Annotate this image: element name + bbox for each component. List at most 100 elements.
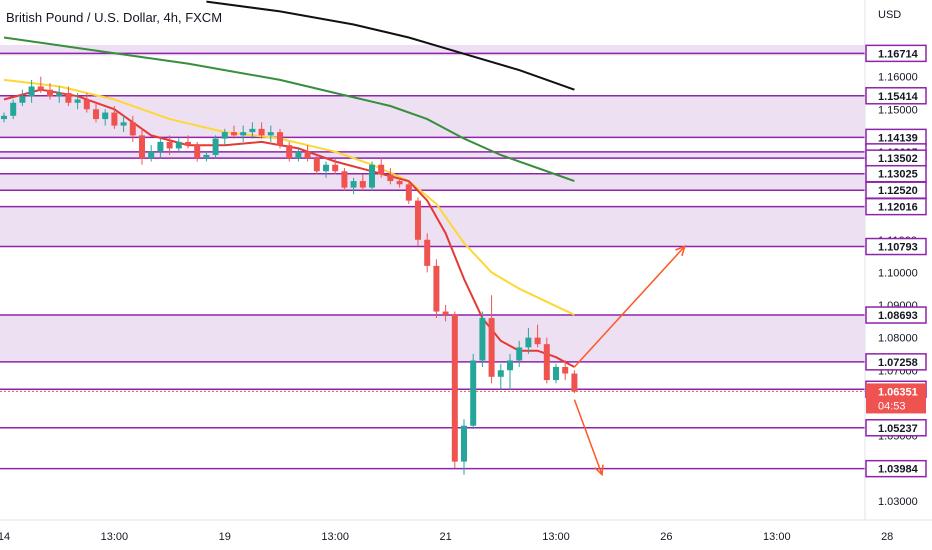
candle-body <box>28 86 35 97</box>
candle-body <box>295 151 302 159</box>
candle-body <box>543 344 550 381</box>
candle-body <box>102 112 109 120</box>
candle-body <box>129 122 136 136</box>
price-tick-label: 1.16000 <box>878 72 918 84</box>
candle-body <box>387 174 394 182</box>
candle-body <box>249 128 256 133</box>
level-label-text: 1.07258 <box>878 357 918 369</box>
candle-body <box>240 132 247 136</box>
candle-body <box>221 132 228 139</box>
candle-body <box>277 132 283 146</box>
candle-body <box>231 132 237 136</box>
candle-body <box>332 164 339 172</box>
candle-body <box>424 239 431 266</box>
candle-body <box>461 425 467 462</box>
candle-body <box>534 337 541 345</box>
arrow-head <box>675 245 686 257</box>
candle-body <box>433 265 440 312</box>
level-label-text: 1.12520 <box>878 185 918 197</box>
level-label-box <box>865 197 927 216</box>
candle-body <box>212 138 219 155</box>
candle-body <box>148 151 155 159</box>
time-tick-label: 13:00 <box>763 531 791 543</box>
countdown-text: 04:53 <box>878 400 906 412</box>
time-tick-label: 13:00 <box>321 531 349 543</box>
level-labels: 1.167141.154141.141391.136951.135021.130… <box>865 44 927 478</box>
zone-rect <box>0 173 865 191</box>
candle-body <box>516 347 523 361</box>
zone-rect <box>0 206 865 247</box>
zone-rect <box>0 45 865 56</box>
chart-title: British Pound / U.S. Dollar, 4h, FXCM <box>6 10 223 25</box>
candle-body <box>175 141 182 149</box>
candle-body <box>93 109 99 120</box>
candle-body <box>37 86 44 90</box>
candle-body <box>553 367 559 381</box>
candle-body <box>83 99 90 110</box>
candle-body <box>488 318 495 377</box>
candle-body <box>258 128 265 136</box>
level-label-box <box>865 87 927 105</box>
candle-body <box>369 164 375 188</box>
time-tick-label: 26 <box>660 531 672 543</box>
candle-body <box>415 200 421 240</box>
level-label-text: 1.13025 <box>878 169 918 181</box>
time-tick-label: 19 <box>219 531 231 543</box>
level-label-text: 1.14139 <box>878 132 918 144</box>
candle-body <box>1 115 7 120</box>
level-label-text: 1.13502 <box>878 153 918 165</box>
candle-body <box>286 145 293 159</box>
candle-body <box>185 141 191 146</box>
candle-body <box>313 158 320 172</box>
level-label-box <box>865 459 927 478</box>
arrow-head <box>594 464 604 477</box>
candle-body <box>359 181 366 188</box>
current-price-text: 1.06351 <box>878 386 918 398</box>
level-label-box <box>865 44 927 63</box>
candle-body <box>470 360 477 426</box>
candle-body <box>451 314 458 462</box>
candle-body <box>304 151 311 159</box>
level-label-text: 1.16714 <box>878 48 919 60</box>
time-tick-label: 28 <box>881 531 893 543</box>
candle-body <box>65 92 72 103</box>
level-label-text: 1.15414 <box>878 91 919 103</box>
price-tick-label: 1.10000 <box>878 267 918 279</box>
zone-rect <box>0 315 865 362</box>
time-tick-label: 21 <box>439 531 451 543</box>
time-tick-label: 13:00 <box>101 531 129 543</box>
candle-body <box>120 122 127 126</box>
candle-body <box>111 112 118 126</box>
level-label-box <box>865 237 927 256</box>
price-tick-label: 1.15000 <box>878 104 918 116</box>
candle-body <box>405 184 412 201</box>
candle-body <box>19 96 26 103</box>
zone-rect <box>0 151 865 159</box>
level-label-text: 1.10793 <box>878 242 918 254</box>
candle-body <box>378 164 385 175</box>
current-price-badge <box>866 383 926 414</box>
candle-body <box>562 367 569 374</box>
candle-body <box>323 164 329 172</box>
price-tick-label: 1.03000 <box>878 496 918 508</box>
ma-green-line <box>3 36 575 183</box>
level-label-box <box>865 419 927 437</box>
ma-black-line <box>206 0 575 91</box>
candle-body <box>74 99 81 103</box>
candle-body <box>525 337 532 348</box>
candle-body <box>267 132 274 136</box>
candle-body <box>56 92 63 97</box>
candle-body <box>203 154 210 159</box>
candle-body <box>442 311 449 315</box>
candle-body <box>479 318 486 361</box>
price-tick-label: 1.08000 <box>878 333 918 345</box>
level-label-text: 1.05237 <box>878 423 918 435</box>
candle-body <box>350 181 357 188</box>
arrow-line <box>573 399 603 475</box>
level-label-text: 1.12016 <box>878 202 918 214</box>
candle-body <box>194 145 201 159</box>
candle-body <box>507 360 513 371</box>
candle-body <box>497 370 504 377</box>
